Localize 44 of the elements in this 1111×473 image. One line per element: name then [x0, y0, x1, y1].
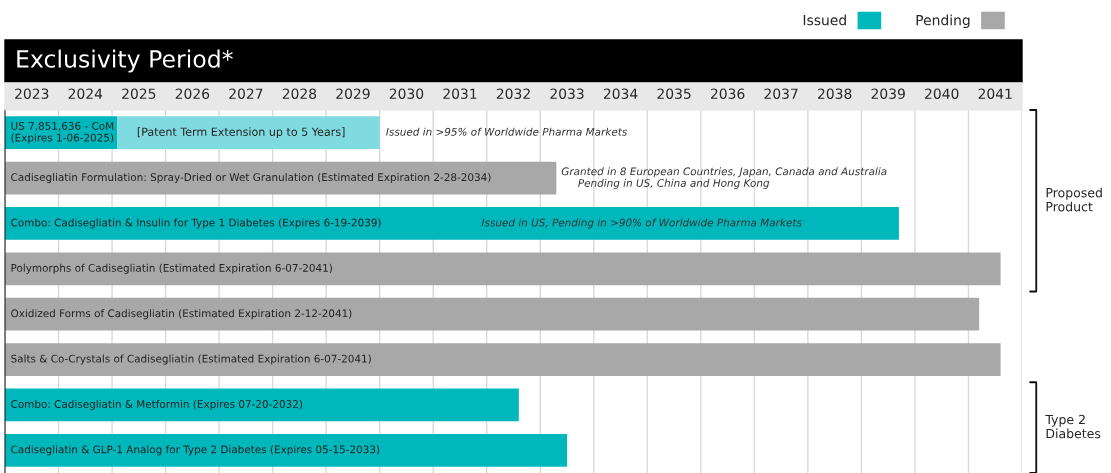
bar	[5, 161, 557, 195]
chart-title: Exclusivity Period*	[17, 49, 233, 73]
text: Type 2 Diabetes	[1045, 414, 1101, 439]
x-tick-label: 2041	[978, 88, 1012, 99]
annotation: Granted in 8 European Countries, Japan, Canada and Australia Pending in US, China and Hong Kong	[561, 167, 887, 189]
x-tick-label: 2036	[710, 88, 745, 99]
bar	[5, 433, 568, 467]
y-tick-label: Polymorphs of Cadisegliatin (Estimated Expiration 6-07-2041)	[11, 263, 332, 274]
x-tick-label: 2032	[496, 88, 530, 99]
bar	[5, 207, 899, 240]
y-tick-label: Cadisegliatin Formulation: Spray-Dried or Wet Granulation (Estimated Expiration 2-28-2034)	[11, 173, 491, 184]
annotation: Issued in US, Pending in >90% of Worldwide Pharma Markets	[481, 218, 802, 229]
x-tick-label: 2031	[443, 88, 477, 99]
x-tick-label: 2028	[282, 88, 317, 99]
bar	[5, 252, 1001, 286]
x-tick-label: 2023	[15, 88, 49, 99]
bar	[117, 116, 380, 150]
y-tick-label: Combo: Cadisegliatin & Metformin (Expires 07-20-2032)	[11, 399, 303, 410]
x-tick-label: 2038	[818, 88, 852, 99]
x-tick-label: 2030	[389, 88, 424, 99]
bar	[5, 297, 980, 331]
x-tick-label: 2039	[871, 88, 905, 99]
bar	[5, 388, 519, 422]
y-tick-label: Oxidized Forms of Cadisegliatin (Estimated Expiration 2-12-2041)	[11, 309, 352, 320]
legend-label: Pending	[916, 14, 970, 29]
x-tick-label: 2040	[925, 88, 959, 99]
x-tick-label: 2025	[122, 88, 156, 99]
y-tick-label: Cadisegliatin & GLP-1 Analog for Type 2 Diabetes (Expires 05-15-2033)	[11, 445, 380, 456]
x-tick-label: 2034	[603, 88, 638, 99]
bar	[5, 343, 1001, 376]
x-tick-label: 2035	[657, 88, 691, 99]
x-tick-label: 2037	[764, 88, 798, 99]
data-label: [Patent Term Extension up to 5 Years]	[137, 127, 345, 139]
x-tick-label: 2024	[68, 88, 103, 99]
annotation: Issued in >95% of Worldwide Pharma Markets	[386, 127, 628, 136]
legend-label: Issued	[803, 14, 846, 26]
x-tick-label: 2029	[336, 88, 370, 99]
text: Proposed Product	[1046, 187, 1102, 212]
x-tick-label: 2027	[229, 88, 263, 99]
x-tick-label: 2026	[175, 88, 210, 99]
x-tick-label: 2033	[550, 88, 584, 99]
y-tick-label: US 7,851,636 - CoM (Expires 1-06-2025)	[11, 122, 114, 144]
y-tick-label: Salts & Co-Crystals of Cadisegliatin (Estimated Expiration 6-07-2041)	[11, 354, 371, 365]
y-tick-label: Combo: Cadisegliatin & Insulin for Type 1 Diabetes (Expires 6-19-2039)	[11, 218, 381, 229]
